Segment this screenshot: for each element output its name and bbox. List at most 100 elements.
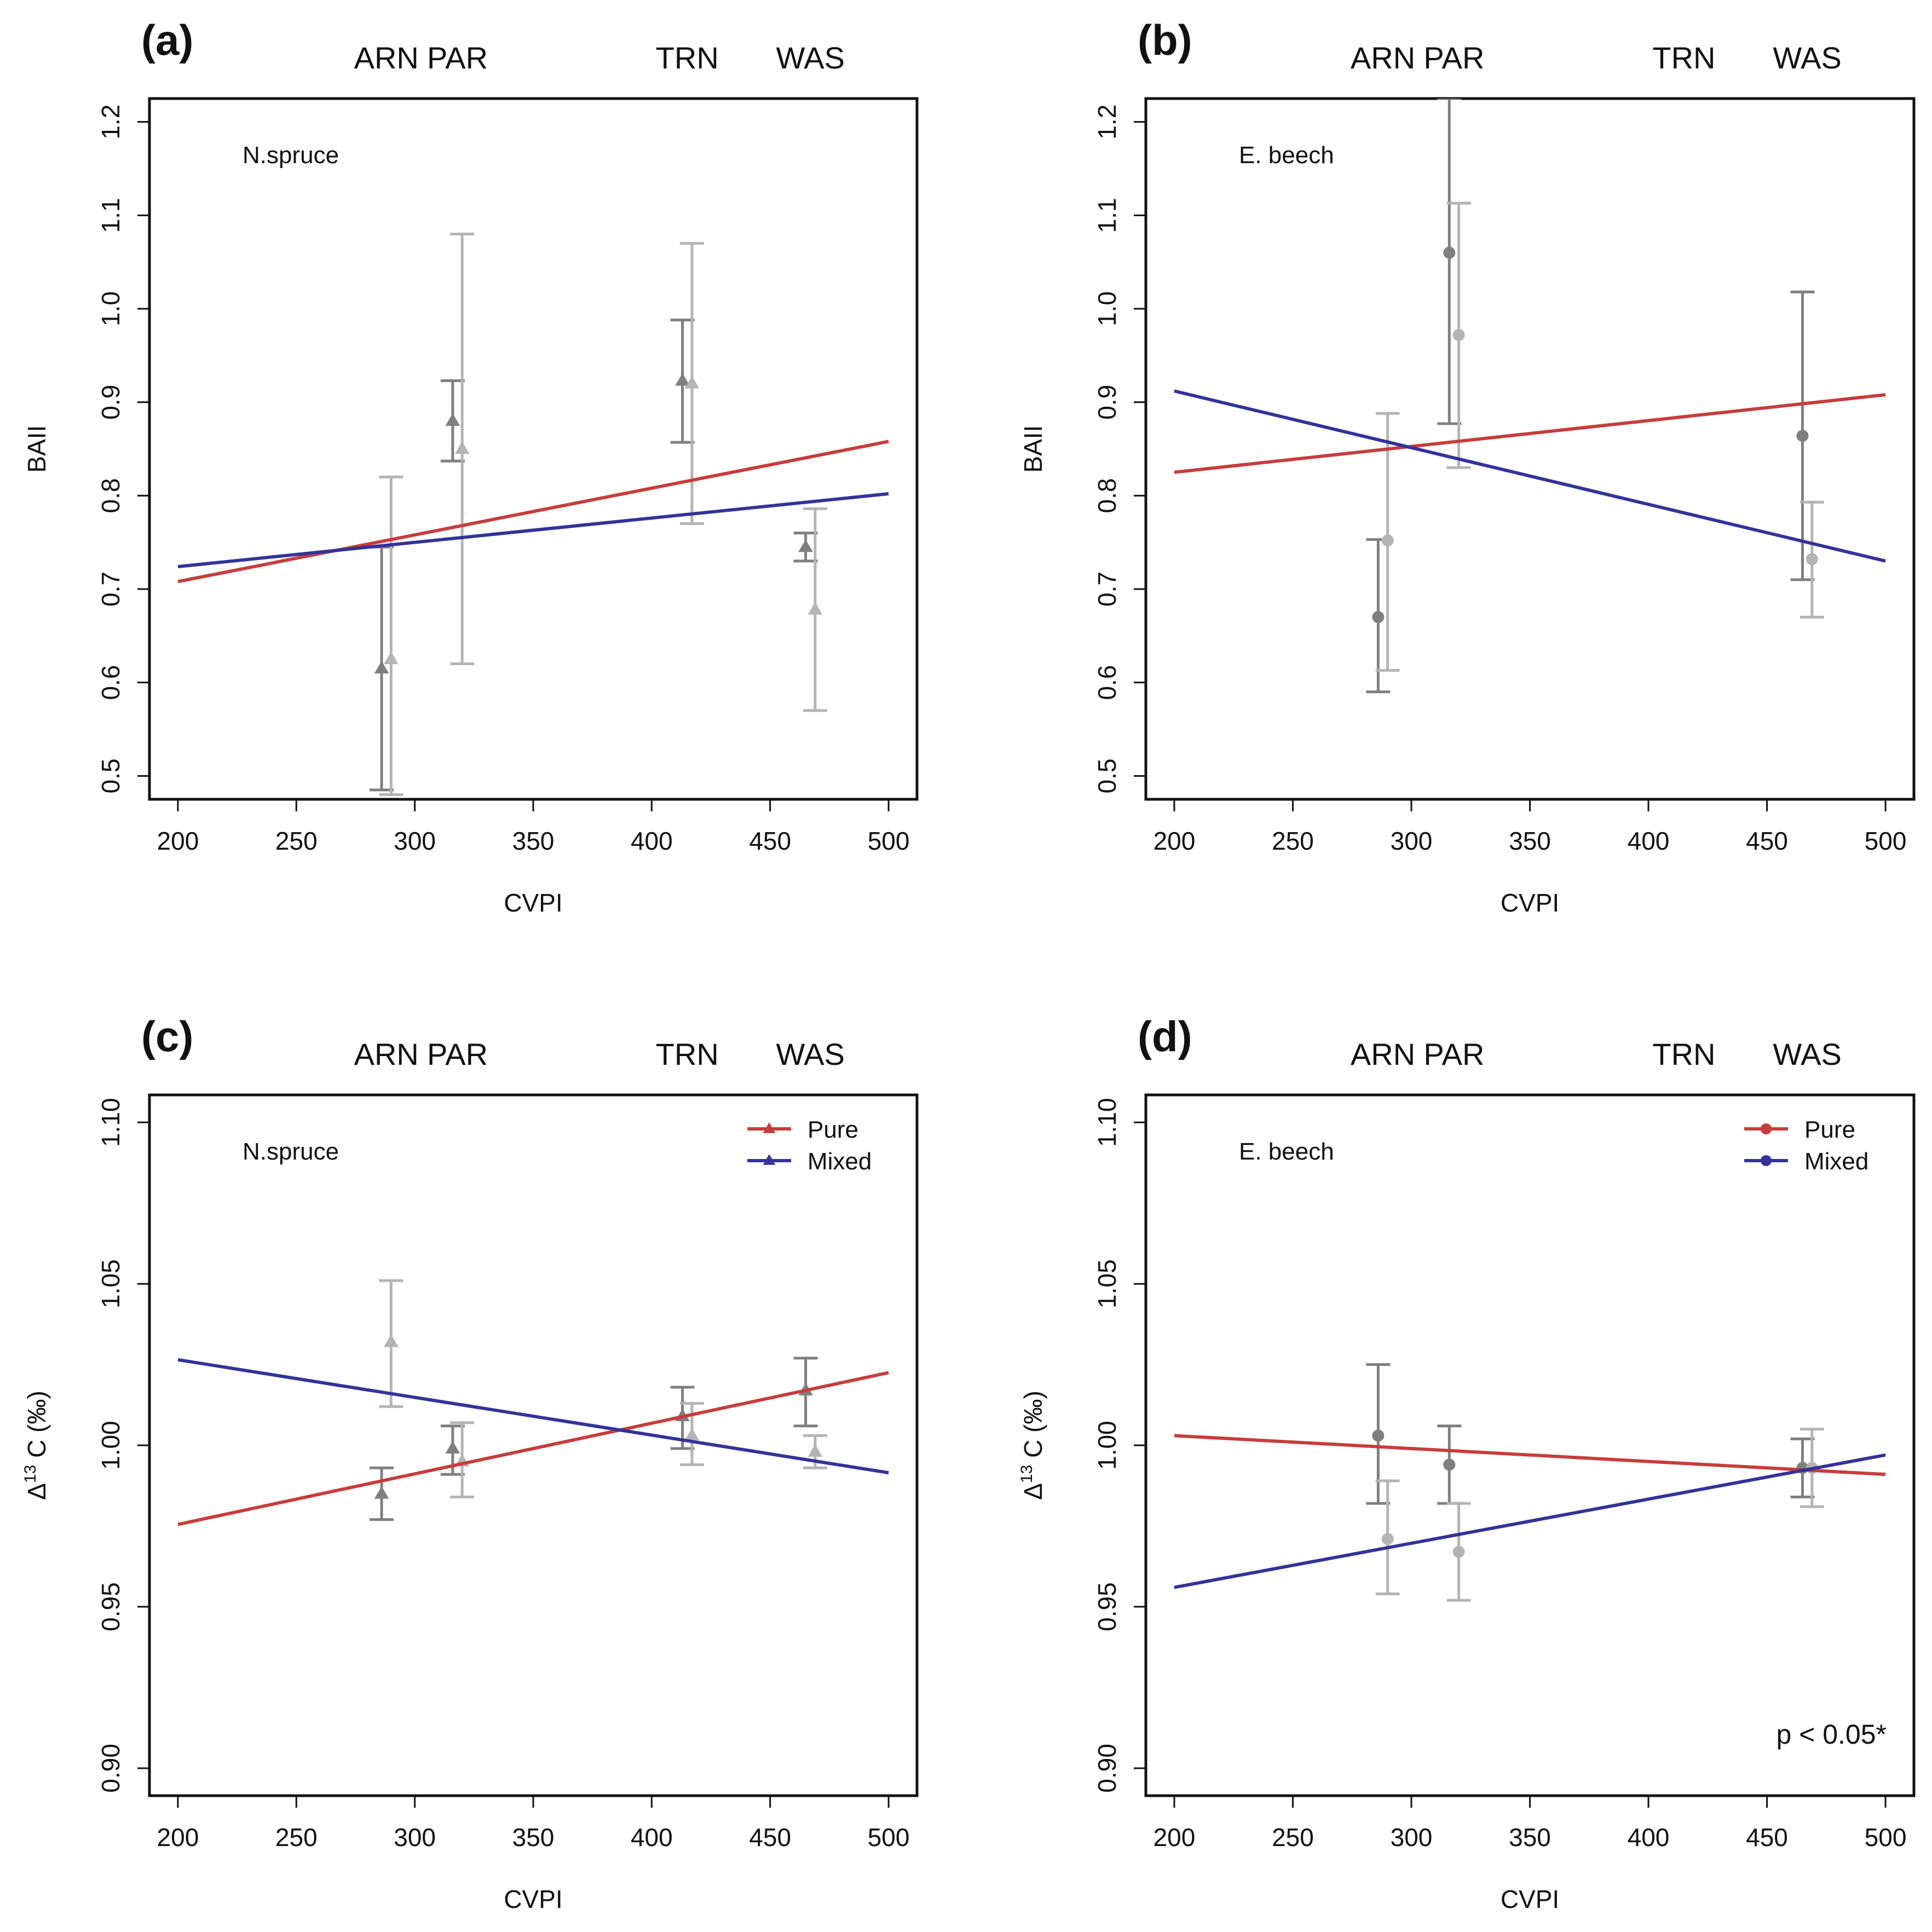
x-tick-label: 450 (1746, 827, 1788, 855)
x-tick-label: 450 (749, 827, 791, 855)
x-axis-title: CVPI (1501, 1885, 1559, 1913)
y-axis-title-superscript: 13 (1018, 1465, 1036, 1483)
x-axis-title: CVPI (504, 889, 562, 917)
data-layer (177, 1279, 889, 1526)
species-label: E. beech (1239, 1138, 1334, 1165)
y-tick-label: 1.1 (1093, 198, 1121, 233)
site-label-was: WAS (1773, 1037, 1841, 1071)
y-axis-title-rest: C (‰) (1019, 1391, 1047, 1464)
x-tick-label: 300 (394, 827, 436, 855)
x-tick-label: 250 (275, 827, 318, 855)
species-label: E. beech (1239, 142, 1334, 169)
data-point-mixed (384, 651, 399, 665)
y-tick-label: 0.90 (96, 1744, 125, 1793)
data-point-pure (1796, 430, 1809, 442)
x-tick-label: 500 (868, 827, 910, 855)
x-axis-title: CVPI (1501, 889, 1559, 917)
y-tick-label: 0.7 (96, 572, 125, 607)
x-tick-label: 300 (1391, 1823, 1433, 1852)
y-tick-label: 1.00 (1093, 1421, 1121, 1470)
y-tick-label: 0.8 (96, 478, 125, 513)
x-tick-label: 450 (749, 1823, 791, 1852)
data-layer (1174, 1363, 1886, 1602)
trend-line-mixed (1174, 389, 1886, 563)
y-tick-label: 0.5 (96, 758, 125, 793)
y-tick-label: 0.6 (1093, 665, 1121, 700)
site-label-was: WAS (1773, 41, 1841, 75)
data-point-mixed (1381, 534, 1394, 547)
data-point-pure (1443, 1458, 1456, 1471)
y-tick-label: 0.9 (96, 385, 125, 420)
trend-line-pure (1174, 393, 1886, 474)
data-point-mixed (1452, 328, 1465, 341)
y-tick-label: 1.1 (96, 198, 125, 233)
x-tick-label: 200 (1154, 1823, 1196, 1852)
site-label-was: WAS (776, 1037, 845, 1071)
x-tick-label: 250 (1272, 1823, 1314, 1852)
plot-frame (1144, 1093, 1916, 1797)
x-tick-label: 200 (157, 1823, 199, 1852)
y-tick-label: 0.9 (1093, 385, 1121, 420)
data-point-pure (1443, 246, 1456, 259)
x-tick-label: 500 (1865, 827, 1907, 855)
data-point-pure (374, 661, 389, 674)
y-tick-label: 0.5 (1093, 758, 1121, 793)
data-point-mixed (808, 602, 823, 615)
data-point-pure (445, 413, 460, 426)
site-label-trn: TRN (656, 1037, 719, 1071)
chart-panel-b: (b) ARN PAR TRN WAS 200 250 300 350 400 450 500 0.5 0… (1019, 16, 1916, 917)
data-point-mixed (454, 441, 470, 454)
site-label-trn: TRN (656, 41, 719, 75)
species-label: N.spruce (243, 142, 339, 169)
site-label-arn: ARN (1351, 41, 1415, 75)
x-tick-label: 300 (394, 1823, 436, 1852)
y-tick-label: 1.10 (1093, 1098, 1121, 1147)
x-tick-label: 200 (157, 827, 199, 855)
x-tick-label: 350 (1509, 1823, 1551, 1852)
y-tick-label: 1.0 (1093, 291, 1121, 326)
data-layer (1174, 99, 1886, 694)
data-point-mixed (808, 1444, 823, 1457)
data-layer (177, 232, 889, 796)
site-label-was: WAS (776, 41, 845, 75)
chart-panel-c: (c) ARN PAR TRN WAS 200 250 300 350 400 450 500 0.90… (21, 1012, 919, 1913)
y-axis-title: BAII (22, 425, 51, 473)
panel-label: (d) (1138, 1012, 1192, 1060)
x-tick-label: 400 (631, 1823, 673, 1852)
site-label-trn: TRN (1652, 1037, 1715, 1071)
y-tick-label: 0.8 (1093, 478, 1121, 513)
y-tick-label: 1.00 (96, 1421, 125, 1470)
x-tick-label: 350 (512, 827, 555, 855)
x-tick-label: 350 (1509, 827, 1551, 855)
y-axis-title-superscript: 13 (21, 1465, 39, 1483)
species-label: N.spruce (243, 1138, 339, 1165)
plot-frame (148, 1093, 919, 1797)
panel-label: (c) (141, 1012, 193, 1060)
x-tick-label: 500 (868, 1823, 910, 1852)
plot-frame (148, 97, 919, 801)
legend-label-pure: Pure (808, 1116, 858, 1143)
legend-marker-mixed (763, 1154, 776, 1165)
y-tick-label: 1.05 (96, 1259, 125, 1308)
plot-frame (1144, 97, 1916, 801)
trend-line-pure (1174, 1434, 1886, 1477)
data-point-mixed (1381, 1533, 1394, 1545)
trend-line-pure (177, 1371, 889, 1526)
site-label-arn: ARN (354, 41, 419, 75)
data-point-mixed (684, 1428, 700, 1441)
data-point-mixed (384, 1334, 399, 1347)
x-tick-label: 400 (1628, 1823, 1670, 1852)
p-value-annotation: p < 0.05* (1776, 1719, 1887, 1750)
x-tick-label: 500 (1865, 1823, 1907, 1852)
data-point-mixed (1806, 553, 1818, 566)
legend-label-pure: Pure (1804, 1116, 1855, 1143)
x-axis-title: CVPI (504, 1885, 562, 1913)
legend-marker-pure (1761, 1123, 1772, 1134)
x-tick-label: 250 (1272, 827, 1314, 855)
x-tick-label: 400 (1628, 827, 1670, 855)
y-axis-title: BAII (1019, 425, 1047, 473)
y-tick-label: 0.95 (96, 1582, 125, 1631)
data-point-mixed (684, 376, 700, 389)
data-point-pure (445, 1440, 460, 1454)
